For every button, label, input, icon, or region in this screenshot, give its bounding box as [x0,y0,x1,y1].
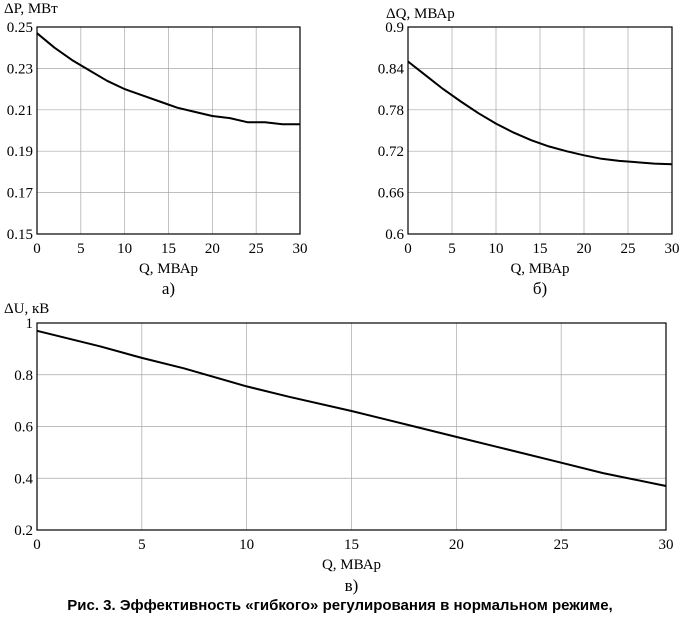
panel-label-a: а) [162,279,175,298]
y-tick-label-a-1: 0.17 [7,186,34,202]
x-tick-label-b-2: 10 [489,241,504,257]
x-tick-label-a-3: 15 [161,241,176,257]
plot-frame-b [407,26,673,235]
x-tick-label-b-5: 25 [621,241,636,257]
series-line-b-0 [407,60,673,166]
plot-frame-c [36,322,667,531]
y-tick-label-c-4: 1 [26,316,34,332]
y-tick-label-b-0: 0.6 [385,227,404,243]
x-tick-label-c-2: 10 [239,537,254,553]
x-tick-label-c-6: 30 [659,537,674,553]
series-line-c-0 [36,329,667,487]
y-tick-label-b-1: 0.66 [378,186,405,202]
y-tick-label-c-0: 0.2 [14,523,33,539]
figure-caption: Рис. 3. Эффективность «гибкого» регулиро… [67,597,613,614]
x-tick-label-a-6: 30 [293,241,308,257]
panel-label-c: в) [345,576,359,595]
y-tick-label-a-4: 0.23 [7,61,33,77]
plot-frame-a [36,26,301,235]
x-tick-label-a-2: 10 [117,241,132,257]
y-axis-label-c: ΔU, кВ [4,301,49,317]
y-tick-label-a-0: 0.15 [7,227,33,243]
y-tick-label-a-2: 0.19 [7,144,33,160]
y-tick-label-c-2: 0.6 [14,420,33,436]
x-tick-label-a-4: 20 [205,241,220,257]
x-axis-label-b: Q, МВАр [510,261,569,277]
y-axis-label-a: ΔP, МВт [4,1,58,17]
y-tick-label-c-1: 0.4 [14,471,33,487]
series-line-a-0 [36,32,300,126]
y-tick-label-c-3: 0.8 [14,368,33,384]
x-tick-label-c-5: 25 [554,537,569,553]
y-axis-label-b: ΔQ, МВАр [386,6,455,22]
x-tick-label-b-0: 0 [404,241,412,257]
x-axis-label-c: Q, МВАр [322,557,381,573]
y-tick-label-b-3: 0.78 [378,103,404,119]
x-tick-label-b-3: 15 [533,241,548,257]
x-tick-label-b-4: 20 [577,241,592,257]
x-axis-label-a: Q, МВАр [139,261,198,277]
x-tick-label-a-1: 5 [77,241,85,257]
y-tick-label-b-5: 0.9 [385,20,404,36]
x-tick-label-c-4: 20 [449,537,464,553]
y-tick-label-b-2: 0.72 [378,144,404,160]
x-tick-label-c-0: 0 [33,537,41,553]
x-tick-label-b-1: 5 [448,241,456,257]
x-tick-label-a-5: 25 [249,241,264,257]
y-tick-label-a-5: 0.25 [7,20,33,36]
x-tick-label-c-3: 15 [344,537,359,553]
panel-label-b: б) [533,279,547,298]
x-tick-label-b-6: 30 [665,241,680,257]
x-tick-label-a-0: 0 [33,241,41,257]
y-tick-label-a-3: 0.21 [7,103,33,119]
y-tick-label-b-4: 0.84 [378,61,405,77]
x-tick-label-c-1: 5 [138,537,146,553]
